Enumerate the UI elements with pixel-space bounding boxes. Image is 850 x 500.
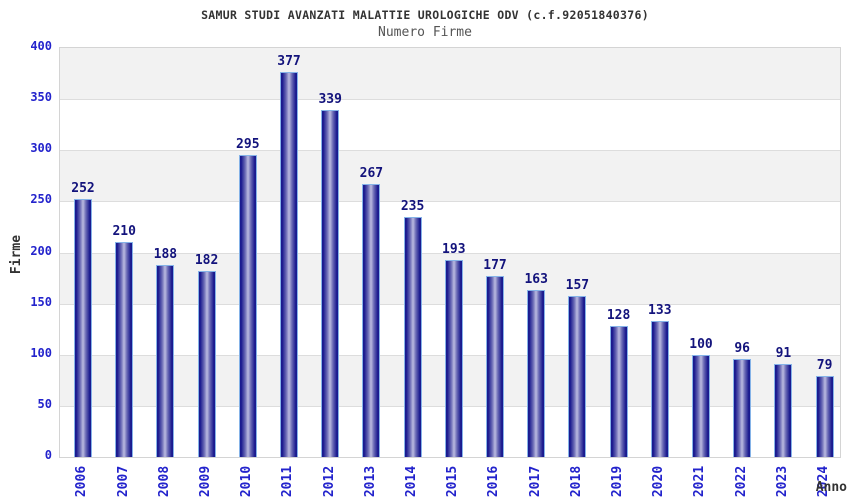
bar-2012 xyxy=(321,110,340,457)
bar-value-2019: 128 xyxy=(606,308,631,324)
bar-value-2021: 100 xyxy=(689,336,713,352)
bar-2017 xyxy=(527,290,546,457)
x-tick-label: 2017 xyxy=(527,465,543,497)
bar-value-2010: 295 xyxy=(236,137,260,153)
x-tick-2019: 2019 xyxy=(610,459,626,500)
x-tick-label: 2014 xyxy=(404,465,420,497)
x-tick-label: 2008 xyxy=(156,465,172,497)
x-tick-label: 2020 xyxy=(651,465,667,497)
x-tick-label: 2021 xyxy=(692,465,708,497)
gridline xyxy=(60,252,840,254)
plot-band xyxy=(60,99,840,151)
x-axis-title: Anno xyxy=(815,480,847,495)
gridline xyxy=(60,150,840,152)
bar-value-2020: 133 xyxy=(648,303,672,318)
x-tick-label: 2016 xyxy=(486,465,502,497)
x-tick-label: 2019 xyxy=(610,465,626,497)
x-tick-2006: 2006 xyxy=(74,459,90,500)
x-tick-label: 2011 xyxy=(280,465,296,497)
bar-value-2012: 339 xyxy=(318,92,342,108)
x-tick-2016: 2016 xyxy=(486,459,502,500)
bar-value-2018: 157 xyxy=(565,278,590,294)
x-tick-2011: 2011 xyxy=(280,459,296,500)
bar-2010 xyxy=(238,155,257,457)
plot-band xyxy=(60,201,840,253)
bar-2008 xyxy=(156,264,175,457)
bar-value-2017: 163 xyxy=(524,272,548,288)
x-tick-2014: 2014 xyxy=(404,459,420,500)
gridline xyxy=(60,201,840,203)
x-tick-2012: 2012 xyxy=(321,459,337,500)
plot-band xyxy=(60,48,840,100)
bar-value-2024: 79 xyxy=(816,358,833,374)
bar-2009 xyxy=(197,270,216,457)
x-tick-label: 2007 xyxy=(115,465,131,497)
bar-2015 xyxy=(444,259,463,457)
y-tick-300: 300 xyxy=(30,141,52,156)
bar-2018 xyxy=(568,296,587,457)
bar-2011 xyxy=(280,71,298,457)
bar-value-2007: 210 xyxy=(112,224,136,240)
bar-value-2015: 193 xyxy=(442,241,466,257)
bar-value-2006: 252 xyxy=(71,181,95,197)
bar-2023 xyxy=(774,363,793,457)
bar-value-2016: 177 xyxy=(483,258,507,274)
y-tick-100: 100 xyxy=(30,345,52,360)
bar-2014 xyxy=(403,216,422,457)
plot-area: 252 210 188 182 295 377 339 267 235 193 177 163 157 1… xyxy=(59,47,841,458)
x-tick-2022: 2022 xyxy=(733,459,749,500)
y-tick-0: 0 xyxy=(44,448,52,462)
bar-value-2013: 267 xyxy=(359,165,384,181)
chart-title: SAMUR STUDI AVANZATI MALATTIE UROLOGICHE… xyxy=(201,8,649,22)
x-tick-2017: 2017 xyxy=(527,459,543,500)
bar-2006 xyxy=(74,199,92,457)
bar-value-2011: 377 xyxy=(277,53,301,69)
x-tick-label: 2022 xyxy=(733,465,749,497)
x-tick-label: 2012 xyxy=(321,465,337,497)
bar-2019 xyxy=(609,326,628,457)
x-tick-2010: 2010 xyxy=(239,459,255,500)
x-tick-2023: 2023 xyxy=(774,459,790,500)
gridline xyxy=(60,99,840,101)
x-tick-2007: 2007 xyxy=(115,459,131,500)
x-tick-2008: 2008 xyxy=(156,459,172,500)
x-tick-label: 2018 xyxy=(568,465,584,497)
x-tick-label: 2010 xyxy=(239,465,255,497)
bar-value-2023: 91 xyxy=(775,345,792,361)
y-tick-350: 350 xyxy=(30,90,52,105)
y-tick-150: 150 xyxy=(30,294,52,309)
bar-2021 xyxy=(692,354,710,457)
x-tick-2015: 2015 xyxy=(445,459,461,500)
bar-2007 xyxy=(115,242,134,457)
bar-2016 xyxy=(486,276,504,457)
y-tick-250: 250 xyxy=(30,192,52,207)
bar-value-2014: 235 xyxy=(400,198,425,214)
x-tick-label: 2015 xyxy=(445,465,461,497)
x-tick-2021: 2021 xyxy=(692,459,708,500)
x-tick-label: 2023 xyxy=(774,465,790,497)
bar-2022 xyxy=(733,358,752,457)
bar-2013 xyxy=(362,184,381,457)
bar-2020 xyxy=(650,321,669,457)
plot-band xyxy=(60,150,840,202)
bar-2024 xyxy=(815,376,834,457)
y-tick-200: 200 xyxy=(30,243,52,258)
bar-value-2008: 188 xyxy=(153,246,178,262)
bar-value-2009: 182 xyxy=(194,252,219,268)
x-tick-2009: 2009 xyxy=(198,459,214,500)
x-tick-2018: 2018 xyxy=(568,459,584,500)
x-tick-label: 2009 xyxy=(198,465,214,497)
y-tick-400: 400 xyxy=(30,39,52,53)
chart-subtitle: Numero Firme xyxy=(378,25,472,40)
x-tick-label: 2013 xyxy=(362,465,378,497)
x-tick-label: 2006 xyxy=(74,465,90,497)
bar-value-2022: 96 xyxy=(734,340,751,356)
x-tick-2013: 2013 xyxy=(362,459,378,500)
y-tick-50: 50 xyxy=(37,396,52,411)
x-tick-2020: 2020 xyxy=(651,459,667,500)
